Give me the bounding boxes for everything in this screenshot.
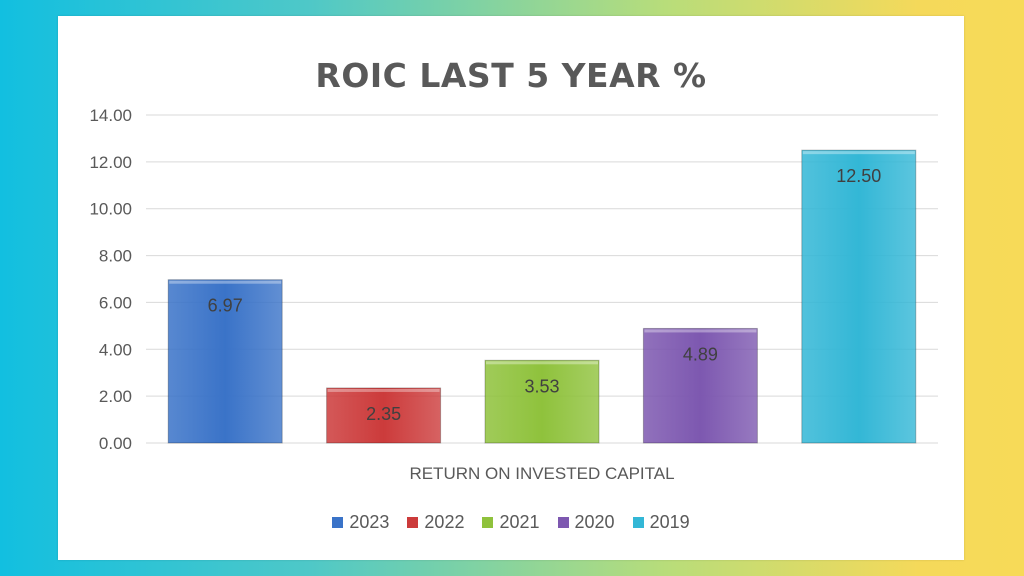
legend-item: 2021 [482,512,540,533]
y-tick-label: 12.00 [89,153,132,172]
y-tick-label: 8.00 [99,247,132,266]
data-label: 12.50 [836,166,881,186]
bar-2023 [167,279,283,444]
x-category-label: RETURN ON INVESTED CAPITAL [409,464,674,483]
bar-highlight [644,329,757,333]
bar-2022 [326,387,442,444]
chart-card: ROIC LAST 5 YEAR % 0.00 2.00 4.00 6.00 8.00 1… [58,16,964,560]
legend-label: 2022 [424,512,465,532]
bar-2020 [642,327,758,444]
y-tick-label: 14.00 [89,106,132,125]
data-label: 2.35 [366,404,401,424]
data-label: 6.97 [208,296,243,316]
bar-2019 [801,149,917,444]
y-tick-label: 4.00 [99,340,132,359]
legend-swatch [332,517,344,528]
bar-highlight [327,388,440,392]
bar-highlight [486,361,598,365]
legend-swatch [632,517,644,528]
legend-label: 2020 [574,512,615,532]
y-tick-label: 0.00 [99,434,132,453]
bar-2021 [484,359,600,444]
legend-swatch [557,517,569,528]
legend-item: 2020 [557,512,615,533]
legend-swatch [407,517,419,528]
chart-title: ROIC LAST 5 YEAR % [315,56,707,95]
data-label: 4.89 [683,344,718,364]
data-label: 3.53 [524,376,559,396]
chart-plot: 0.00 2.00 4.00 6.00 8.00 10.00 12.00 14.00 6.97 2… [89,106,938,483]
chart-legend: 2023 2022 2021 2020 2019 [58,512,964,533]
legend-label: 2019 [649,512,690,532]
legend-item: 2023 [332,512,389,533]
legend-label: 2023 [349,512,390,532]
legend-item: 2019 [632,512,690,533]
bar-highlight [169,280,282,284]
legend-label: 2021 [499,512,540,532]
y-tick-label: 10.00 [89,200,132,219]
y-tick-label: 6.00 [99,293,132,312]
legend-item: 2022 [407,512,464,533]
y-tick-label: 2.00 [99,387,132,406]
legend-swatch [482,517,494,528]
bar-highlight [802,151,915,155]
